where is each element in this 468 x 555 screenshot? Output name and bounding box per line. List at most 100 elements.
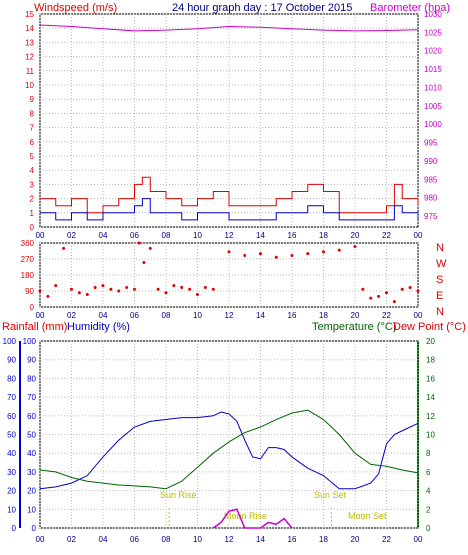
compass-tick-label: N: [436, 306, 444, 318]
direction-y-tick-label: 180: [21, 271, 35, 280]
direction-x-tick-label: 06: [130, 311, 139, 320]
wind-x-tick-label: 12: [225, 231, 234, 240]
temperature-y-tick-label: 6: [426, 468, 431, 477]
temperature-axis-title: Temperature (°C): [312, 321, 396, 333]
direction-point: [142, 261, 146, 265]
wind-x-tick-label: 02: [67, 231, 76, 240]
wind-y-tick-label: 14: [25, 24, 34, 33]
barometer-y-tick-label: 995: [424, 139, 438, 148]
humidity-y-tick-label: 10: [27, 505, 36, 514]
rainfall-y-tick-label: 90: [7, 356, 16, 365]
chart-marks-layer: 0123456789101112131415975980985990995100…: [3, 10, 447, 544]
temperature-series: [39, 409, 419, 490]
direction-point: [392, 300, 396, 304]
humidity-x-tick-label: 08: [162, 535, 171, 544]
rainfall-y-tick-label: 0: [12, 524, 17, 533]
direction-point: [62, 246, 66, 250]
temperature-y-tick-label: 12: [426, 412, 435, 421]
moon-rise-label: Moon Rise: [224, 511, 267, 521]
direction-point: [416, 289, 420, 293]
wind-y-tick-label: 5: [30, 152, 35, 161]
rainfall-y-tick-label: 80: [7, 374, 16, 383]
temperature-y-tick-label: 14: [426, 393, 435, 402]
direction-point: [290, 253, 294, 257]
humidity-x-tick-label: 20: [351, 535, 360, 544]
barometer-y-tick-label: 1010: [424, 83, 442, 92]
temperature-y-tick-label: 10: [426, 431, 435, 440]
direction-point: [361, 287, 365, 291]
graph-title: 24 hour graph day : 17 October 2015: [172, 2, 352, 14]
direction-x-tick-label: 04: [99, 311, 108, 320]
direction-point: [188, 287, 192, 291]
direction-point: [180, 285, 184, 289]
wind-y-tick-label: 12: [25, 53, 34, 62]
direction-point: [46, 294, 50, 298]
direction-point: [353, 245, 357, 249]
wind-axis-title: Windspeed (m/s): [34, 2, 117, 14]
direction-point: [77, 291, 81, 295]
compass-tick-label: S: [436, 274, 443, 286]
humidity-y-tick-label: 20: [27, 487, 36, 496]
temperature-y-tick-label: 0: [426, 524, 431, 533]
barometer-y-tick-label: 1025: [424, 28, 442, 37]
humidity-y-tick-label: 40: [27, 449, 36, 458]
temperature-y-tick-label: 16: [426, 374, 435, 383]
direction-point: [109, 287, 113, 291]
barometer-y-tick-label: 1030: [424, 10, 442, 19]
humidity-x-tick-label: 14: [256, 535, 265, 544]
wind-y-tick-label: 9: [30, 95, 35, 104]
direction-y-tick-label: 270: [21, 255, 35, 264]
temperature-y-tick-label: 4: [426, 487, 431, 496]
barometer-y-tick-label: 990: [424, 157, 438, 166]
barometer-axis-title: Barometer (hpa): [370, 2, 450, 14]
direction-point: [377, 294, 381, 298]
humidity-x-tick-label: 22: [382, 535, 391, 544]
wind-x-tick-label: 14: [256, 231, 265, 240]
humidity-y-tick-label: 60: [27, 412, 36, 421]
dewpoint-axis-title: Dew Point (°C): [393, 321, 466, 333]
direction-y-tick-label: 360: [21, 239, 35, 248]
direction-x-tick-label: 00: [36, 311, 45, 320]
humidity-x-tick-label: 02: [67, 535, 76, 544]
wind-x-tick-label: 00: [414, 231, 423, 240]
humidity-x-tick-label: 12: [225, 535, 234, 544]
humidity-x-tick-label: 18: [319, 535, 328, 544]
direction-x-tick-label: 16: [288, 311, 297, 320]
direction-point: [322, 250, 325, 254]
direction-x-tick-label: 08: [162, 311, 171, 320]
wind-x-tick-label: 00: [36, 231, 45, 240]
direction-point: [101, 284, 105, 288]
direction-point: [369, 296, 373, 300]
barometer-y-tick-label: 1015: [424, 65, 442, 74]
wind-y-tick-label: 15: [25, 10, 34, 19]
wind-x-tick-label: 06: [130, 231, 139, 240]
humidity-y-tick-label: 70: [27, 393, 36, 402]
rainfall-y-tick-label: 100: [3, 337, 17, 346]
wind-y-tick-label: 6: [30, 138, 35, 147]
humidity-x-tick-label: 00: [414, 535, 423, 544]
direction-x-tick-label: 10: [193, 311, 202, 320]
barometer-y-tick-label: 1020: [424, 47, 442, 56]
humidity-axis-title: Humidity (%): [67, 321, 130, 333]
direction-point: [133, 287, 136, 291]
barometer-y-tick-label: 1000: [424, 120, 442, 129]
direction-point: [203, 285, 207, 289]
direction-point: [172, 284, 176, 288]
humidity-y-tick-label: 90: [27, 356, 36, 365]
humidity-x-tick-label: 10: [193, 535, 202, 544]
rainfall-y-tick-label: 10: [7, 505, 16, 514]
sun-set-label: Sun Set: [314, 490, 347, 500]
direction-point: [274, 255, 278, 259]
direction-point: [38, 289, 42, 293]
direction-point: [408, 285, 412, 289]
humidity-y-tick-label: 100: [23, 337, 37, 346]
direction-x-tick-label: 22: [382, 311, 391, 320]
compass-tick-label: W: [436, 258, 447, 270]
moon-set-label: Moon Set: [348, 511, 387, 521]
humidity-series: [39, 411, 419, 490]
direction-point: [125, 285, 129, 289]
direction-point: [93, 285, 97, 289]
direction-x-tick-label: 00: [414, 311, 423, 320]
direction-point: [156, 287, 160, 291]
barometer-y-tick-label: 975: [424, 212, 438, 221]
